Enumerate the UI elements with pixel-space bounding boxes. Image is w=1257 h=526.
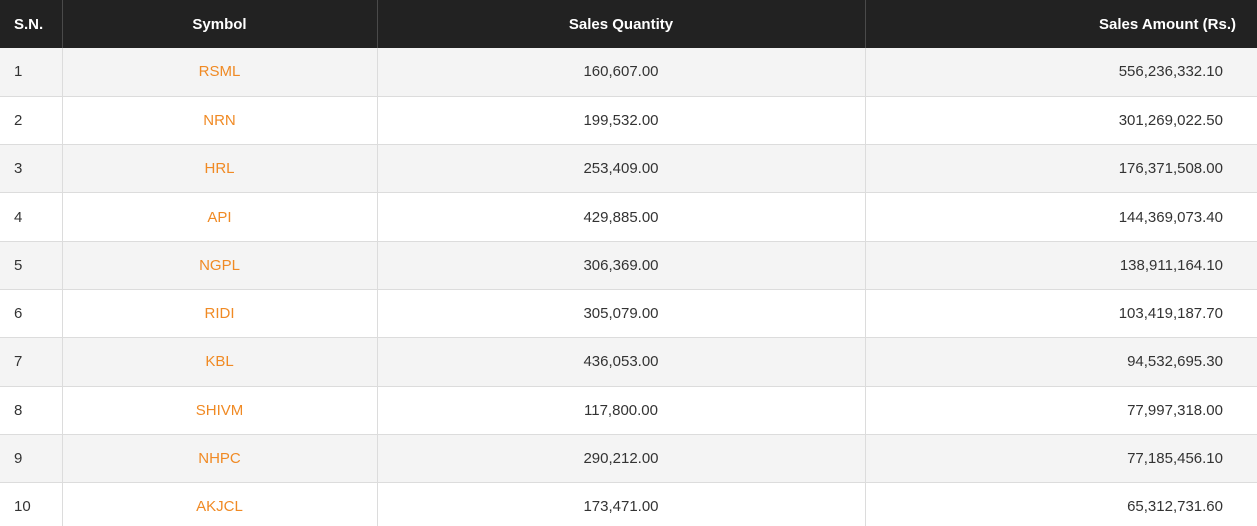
table-row: 3 HRL 253,409.00 176,371,508.00: [0, 144, 1257, 193]
column-header-sales-quantity[interactable]: Sales Quantity: [377, 0, 866, 48]
cell-sn: 5: [0, 241, 63, 290]
symbol-link[interactable]: API: [207, 208, 232, 226]
symbol-link[interactable]: SHIVM: [195, 401, 244, 419]
cell-sales-quantity: 199,532.00: [377, 96, 866, 145]
cell-sales-amount: 103,419,187.70: [1118, 305, 1223, 323]
cell-symbol: NHPC: [62, 434, 378, 483]
symbol-link[interactable]: HRL: [204, 160, 235, 178]
header-row: S.N. Symbol Sales Quantity Sales Amount …: [0, 0, 1257, 48]
cell-sales-quantity: 173,471.00: [377, 482, 866, 526]
table-row: 8 SHIVM 117,800.00 77,997,318.00: [0, 386, 1257, 435]
symbol-link[interactable]: RSML: [198, 63, 241, 81]
cell-symbol: HRL: [62, 144, 378, 193]
cell-sn: 6: [0, 289, 63, 338]
table-row: 2 NRN 199,532.00 301,269,022.50: [0, 96, 1257, 145]
symbol-link[interactable]: KBL: [205, 353, 234, 371]
cell-symbol: RIDI: [62, 289, 378, 338]
table-header: S.N. Symbol Sales Quantity Sales Amount …: [0, 0, 1257, 48]
cell-symbol: NRN: [62, 96, 378, 145]
symbol-link[interactable]: RIDI: [204, 305, 235, 323]
cell-symbol: SHIVM: [62, 386, 378, 435]
table-row: 1 RSML 160,607.00 556,236,332.10: [0, 48, 1257, 97]
cell-symbol: KBL: [62, 337, 378, 387]
cell-sales-amount: 77,997,318.00: [1127, 401, 1223, 419]
cell-sn: 1: [0, 48, 63, 97]
cell-sn: 2: [0, 96, 63, 145]
cell-sales-amount: 138,911,164.10: [1119, 256, 1223, 274]
cell-symbol: API: [62, 192, 378, 242]
symbol-link[interactable]: NHPC: [198, 450, 241, 468]
cell-sales-quantity: 305,079.00: [377, 289, 866, 338]
table-row: 4 API 429,885.00 144,369,073.40: [0, 192, 1257, 242]
cell-sn: 7: [0, 337, 63, 387]
cell-sales-amount: 77,185,456.10: [1127, 450, 1223, 468]
symbol-link[interactable]: AKJCL: [196, 498, 243, 516]
cell-sales-quantity: 436,053.00: [377, 337, 866, 387]
table-row: 5 NGPL 306,369.00 138,911,164.10: [0, 241, 1257, 290]
cell-sales-quantity: 160,607.00: [377, 48, 866, 97]
cell-sales-quantity: 306,369.00: [377, 241, 866, 290]
cell-symbol: NGPL: [62, 241, 378, 290]
column-header-sales-amount[interactable]: Sales Amount (Rs.): [1099, 15, 1236, 33]
cell-sales-amount: 176,371,508.00: [1118, 160, 1223, 178]
cell-sales-amount: 301,269,022.50: [1118, 111, 1223, 129]
cell-sales-quantity: 253,409.00: [377, 144, 866, 193]
cell-sales-quantity: 290,212.00: [377, 434, 866, 483]
cell-symbol: RSML: [62, 48, 378, 97]
cell-sn: 4: [0, 192, 63, 242]
column-header-symbol[interactable]: Symbol: [62, 0, 378, 48]
symbol-link[interactable]: NGPL: [199, 256, 240, 274]
symbol-link[interactable]: NRN: [203, 111, 236, 129]
table-row: 7 KBL 436,053.00 94,532,695.30: [0, 337, 1257, 387]
cell-sales-amount: 556,236,332.10: [1118, 63, 1223, 81]
cell-sales-amount: 94,532,695.30: [1127, 353, 1223, 371]
cell-sales-amount: 65,312,731.60: [1127, 498, 1223, 516]
table-row: 10 AKJCL 173,471.00 65,312,731.60: [0, 482, 1257, 526]
cell-symbol: AKJCL: [62, 482, 378, 526]
cell-sn: 10: [0, 482, 63, 526]
cell-sales-quantity: 117,800.00: [377, 386, 866, 435]
cell-sales-amount: 144,369,073.40: [1118, 208, 1223, 226]
table-body: 1 RSML 160,607.00 556,236,332.10 2 NRN 1…: [0, 48, 1257, 526]
cell-sn: 3: [0, 144, 63, 193]
column-header-sn[interactable]: S.N.: [0, 0, 63, 48]
table-row: 6 RIDI 305,079.00 103,419,187.70: [0, 289, 1257, 338]
table-row: 9 NHPC 290,212.00 77,185,456.10: [0, 434, 1257, 483]
cell-sales-quantity: 429,885.00: [377, 192, 866, 242]
cell-sn: 9: [0, 434, 63, 483]
cell-sn: 8: [0, 386, 63, 435]
